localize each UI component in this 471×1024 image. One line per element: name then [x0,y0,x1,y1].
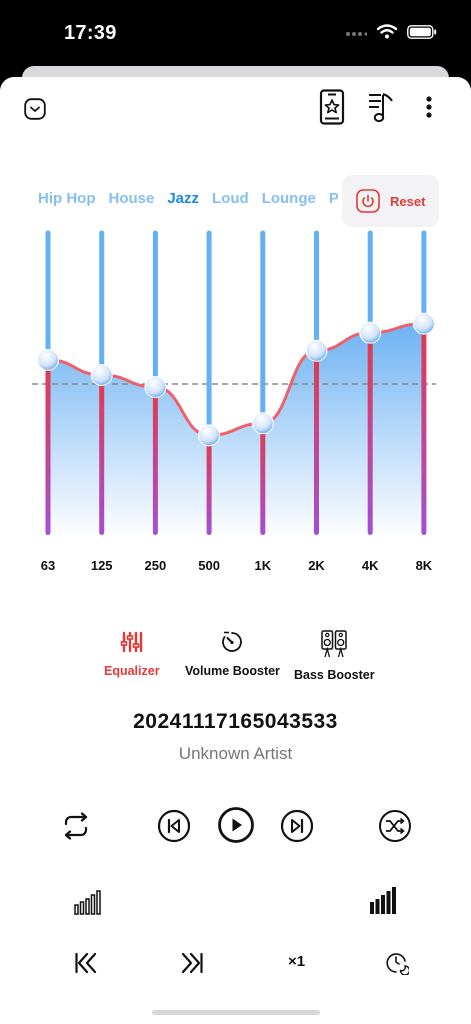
preset-item[interactable]: Hip Hop [38,190,96,207]
power-icon [356,189,380,213]
playlist-button[interactable] [366,90,396,124]
preset-list: Hip Hop House Jazz Loud Lounge P [38,190,338,207]
status-time: 17:39 [64,22,117,44]
favorite-presets-button[interactable] [316,88,348,126]
sleep-timer-icon [386,953,409,975]
collapse-button[interactable] [22,96,48,122]
preset-item[interactable]: House [108,190,155,207]
bass-booster-icon [321,630,348,658]
volume-high-icon [370,887,396,914]
eq-slider-63[interactable] [45,230,51,535]
eq-slider-track-lower [421,323,427,535]
skip-previous-icon [157,809,191,843]
more-vertical-icon [426,96,432,118]
eq-slider-4k[interactable] [367,230,373,535]
equalizer-sheet [0,77,471,1024]
sleep-timer-button[interactable] [383,949,411,977]
eq-slider-track-lower [260,423,266,535]
tab-equalizer[interactable]: Equalizer [104,630,160,678]
eq-slider-2k[interactable] [314,230,319,535]
eq-slider-250[interactable] [152,230,158,535]
tab-label: Equalizer [104,664,160,678]
eq-slider-track-lower [206,435,212,535]
repeat-icon [64,812,88,840]
equalizer-graph[interactable] [0,225,471,545]
shuffle-icon [379,810,411,842]
eq-slider-track-lower [99,374,105,535]
eq-slider-8k[interactable] [421,230,427,535]
phone-star-icon [319,89,345,125]
preset-item[interactable]: Lounge [261,190,316,207]
frequency-label: 125 [90,558,113,573]
rewind-icon [75,952,97,974]
tab-label: Bass Booster [294,668,375,682]
eq-slider-track-lower [152,387,158,535]
track-title: 20241117165043533 [133,710,338,733]
eq-slider-knob[interactable] [198,424,221,447]
volume-up-button[interactable] [364,884,402,918]
reset-label: Reset [390,193,426,209]
volume-down-button[interactable] [70,886,106,918]
frequency-label: 500 [198,558,220,573]
wifi-icon [376,24,398,44]
eq-slider-knob[interactable] [305,339,328,362]
next-button[interactable] [279,808,315,844]
preset-item[interactable]: Loud [212,190,249,207]
status-icons [345,24,437,44]
eq-slider-knob[interactable] [359,321,382,344]
frequency-label: 4K [361,558,379,573]
play-icon [218,807,254,843]
eq-slider-knob[interactable] [144,376,167,399]
eq-slider-500[interactable] [206,230,212,535]
chevron-down-icon [24,98,46,120]
eq-slider-125[interactable] [99,230,105,535]
fast-forward-icon [181,952,203,974]
skip-next-icon [280,809,314,843]
playlist-music-icon [369,93,393,123]
eq-slider-knob[interactable] [90,363,113,386]
eq-curve-line [47,322,424,437]
rewind-button[interactable] [70,947,102,979]
eq-slider-track-lower [367,332,373,535]
signal-icon [345,25,368,43]
fast-forward-button[interactable] [176,947,208,979]
play-button[interactable] [215,804,257,846]
battery-icon [407,24,437,44]
reset-button[interactable]: Reset [342,175,439,227]
eq-slider-track-lower [45,359,51,535]
track-artist: Unknown Artist [178,744,293,763]
tab-volume-booster[interactable]: Volume Booster [185,630,280,678]
preset-item-active[interactable]: Jazz [167,190,200,207]
frequency-label: 2K [308,558,325,573]
previous-button[interactable] [156,808,192,844]
status-bar: 17:39 [0,0,471,66]
volume-low-icon [74,890,101,915]
repeat-button[interactable] [58,808,94,844]
eq-slider-1k[interactable] [260,230,266,535]
eq-slider-knob[interactable] [412,312,435,335]
frequency-label: 8K [415,558,433,573]
home-indicator [152,1010,320,1015]
frequency-label: 1K [254,558,272,573]
playback-speed-button[interactable]: ×1 [288,953,306,970]
equalizer-icon [120,631,142,653]
shuffle-button[interactable] [376,808,414,844]
frequency-label: 250 [144,558,167,573]
eq-slider-knob[interactable] [251,412,274,435]
preset-item[interactable]: P [328,190,338,207]
tab-label: Volume Booster [185,664,280,678]
eq-slider-knob[interactable] [37,348,59,371]
eq-slider-track-lower [314,350,319,535]
more-options-button[interactable] [418,92,440,122]
tab-bass-booster[interactable]: Bass Booster [294,630,375,682]
volume-booster-icon [222,631,243,652]
frequency-label: 63 [40,558,56,573]
